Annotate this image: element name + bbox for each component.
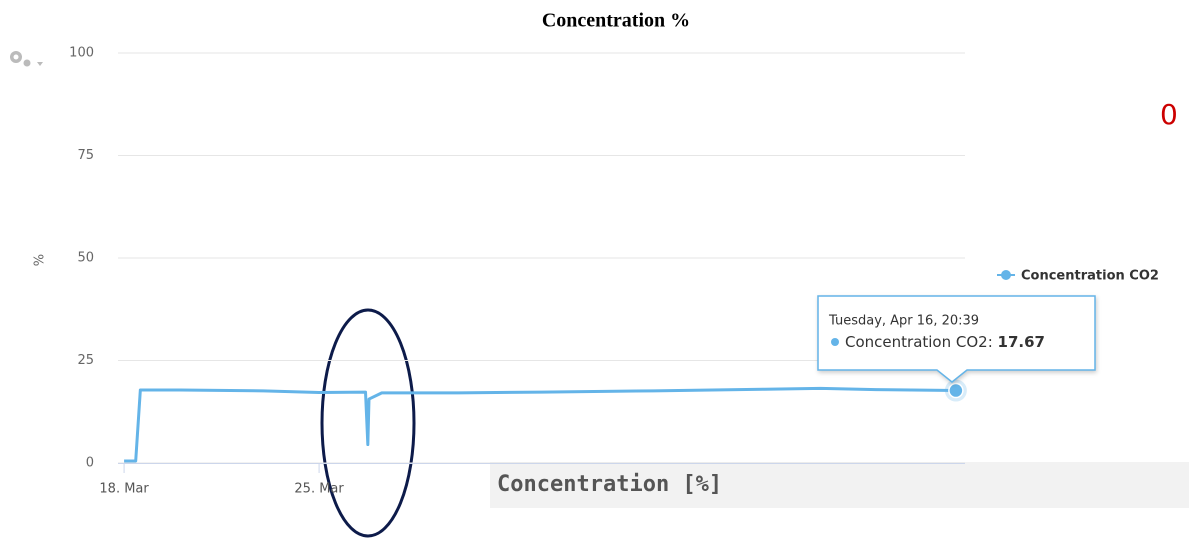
tooltip-series: Concentration CO2 — [845, 333, 988, 351]
x-tick-label: 25. Mar — [294, 482, 344, 497]
tooltip-text: Concentration CO2: 17.67 — [845, 333, 1045, 351]
corner-text: 0 — [1160, 98, 1178, 131]
tooltip-date: Tuesday, Apr 16, 20:39 — [828, 314, 979, 329]
tooltip-symbol — [831, 338, 839, 346]
y-tick-label: 0 — [86, 456, 94, 471]
chart-title: Concentration % — [542, 10, 690, 32]
tooltip-box — [817, 295, 1096, 383]
overlay-band — [490, 462, 1189, 508]
hover-point — [948, 382, 964, 399]
tooltip-value: 17.67 — [998, 333, 1045, 351]
y-tick-label: 100 — [69, 46, 94, 61]
x-tick-label: 18. Mar — [99, 482, 149, 497]
settings-icon[interactable] — [10, 51, 43, 67]
tooltip-sep: : — [988, 333, 998, 351]
overlay-title: Concentration [%] — [497, 472, 722, 497]
data-line — [124, 386, 956, 463]
tooltip: Tuesday, Apr 16, 20:39 Concentration CO2:… — [817, 295, 1096, 383]
legend-symbol — [1001, 270, 1011, 280]
legend-label: Concentration CO2 — [1021, 269, 1159, 284]
y-tick-label: 25 — [77, 353, 94, 368]
y-tick-label: 50 — [77, 251, 94, 266]
y-tick-label: 75 — [77, 148, 94, 163]
highlight-ellipse — [320, 308, 416, 538]
y-axis-label: % — [33, 254, 48, 266]
